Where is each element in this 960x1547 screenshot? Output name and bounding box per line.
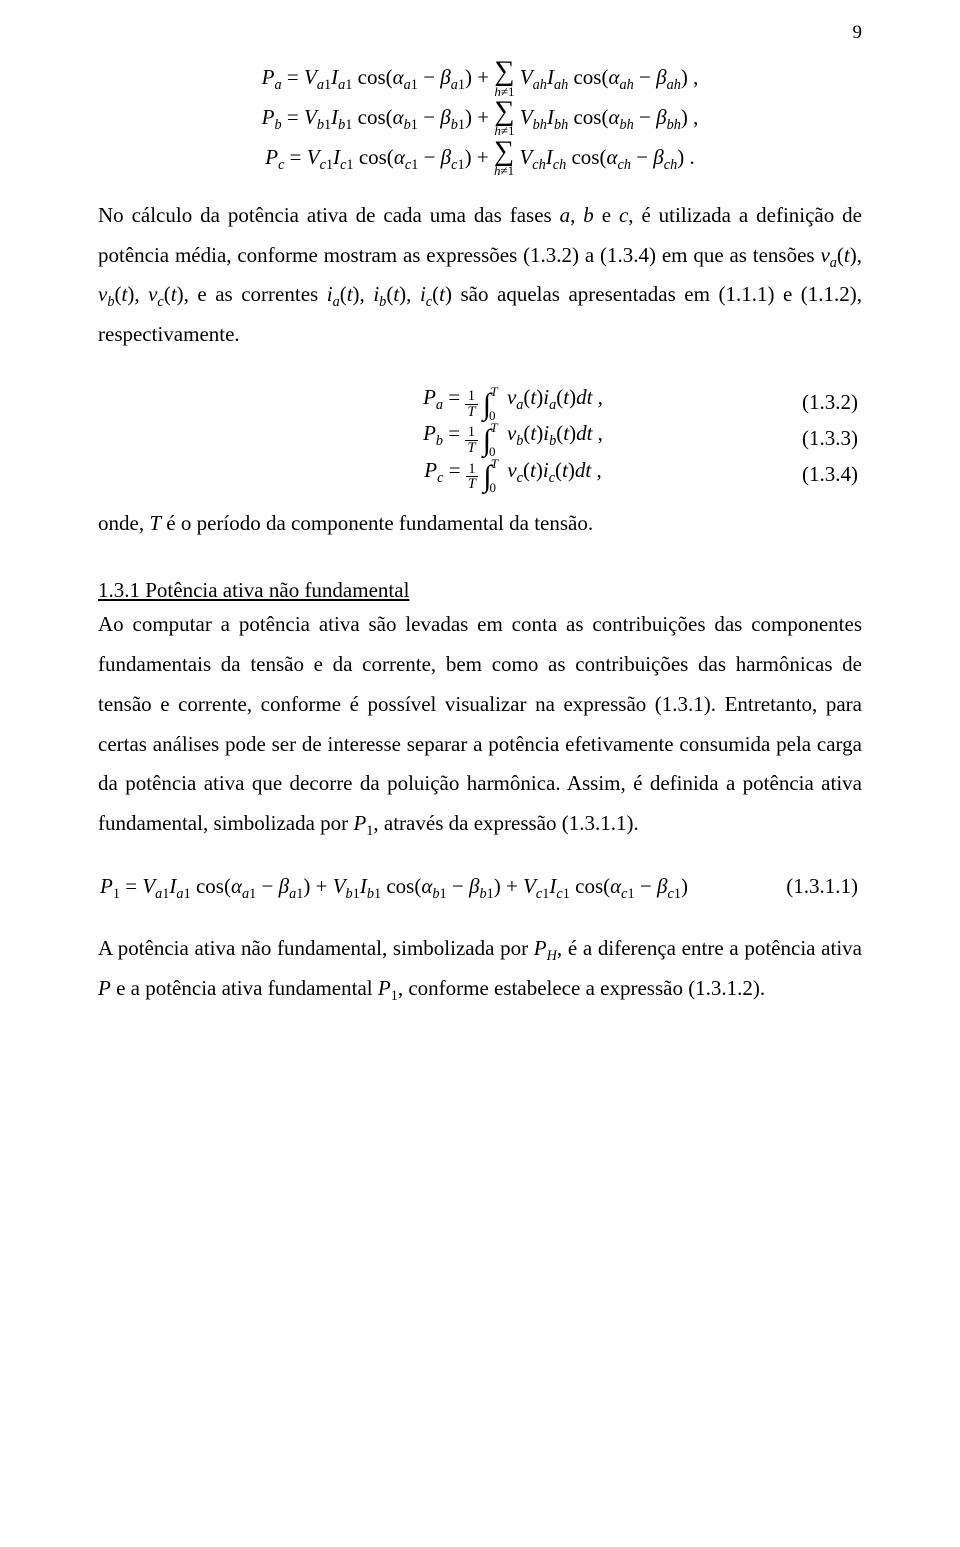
paragraph-period-note: onde, T é o período da componente fundam… [98,504,862,544]
equation-block-integrals: Pa = 1T T∫0 va(t)ia(t)dt , (1.3.2) Pb = … [98,385,862,492]
equation-p1: P1 = Va1Ia1 cos(αa1 − βa1) + Vb1Ib1 cos(… [98,874,862,899]
paragraph-ph: A potência ativa não fundamental, simbol… [98,929,862,1009]
paragraph-section-body: Ao computar a potência ativa são levadas… [98,605,862,844]
equation-number: (1.3.3) [768,426,862,451]
page: 9 Pa = Va1Ia1 cos(αa1 − βa1) + ∑h≠1 VahI… [0,0,960,1547]
equation-number: (1.3.2) [768,390,862,415]
equation-block-phase-powers: Pa = Va1Ia1 cos(αa1 − βa1) + ∑h≠1 VahIah… [98,58,862,178]
page-number: 9 [853,22,863,44]
equation-pb: Pb = Vb1Ib1 cos(αb1 − βb1) + ∑h≠1 VbhIbh… [98,98,862,138]
section-title-131: 1.3.1 Potência ativa não fundamental [98,578,862,603]
equation-pc: Pc = Vc1Ic1 cos(αc1 − βc1) + ∑h≠1 VchIch… [98,138,862,178]
equation-pa-integral: Pa = 1T T∫0 va(t)ia(t)dt , (1.3.2) [98,385,862,419]
equation-pa: Pa = Va1Ia1 cos(αa1 − βa1) + ∑h≠1 VahIah… [98,58,862,98]
equation-number: (1.3.1.1) [768,874,862,899]
paragraph-intro: No cálculo da potência ativa de cada uma… [98,196,862,356]
equation-number: (1.3.4) [768,462,862,487]
equation-pc-integral: Pc = 1T T∫0 vc(t)ic(t)dt , (1.3.4) [98,458,862,492]
equation-pb-integral: Pb = 1T T∫0 vb(t)ib(t)dt , (1.3.3) [98,421,862,455]
